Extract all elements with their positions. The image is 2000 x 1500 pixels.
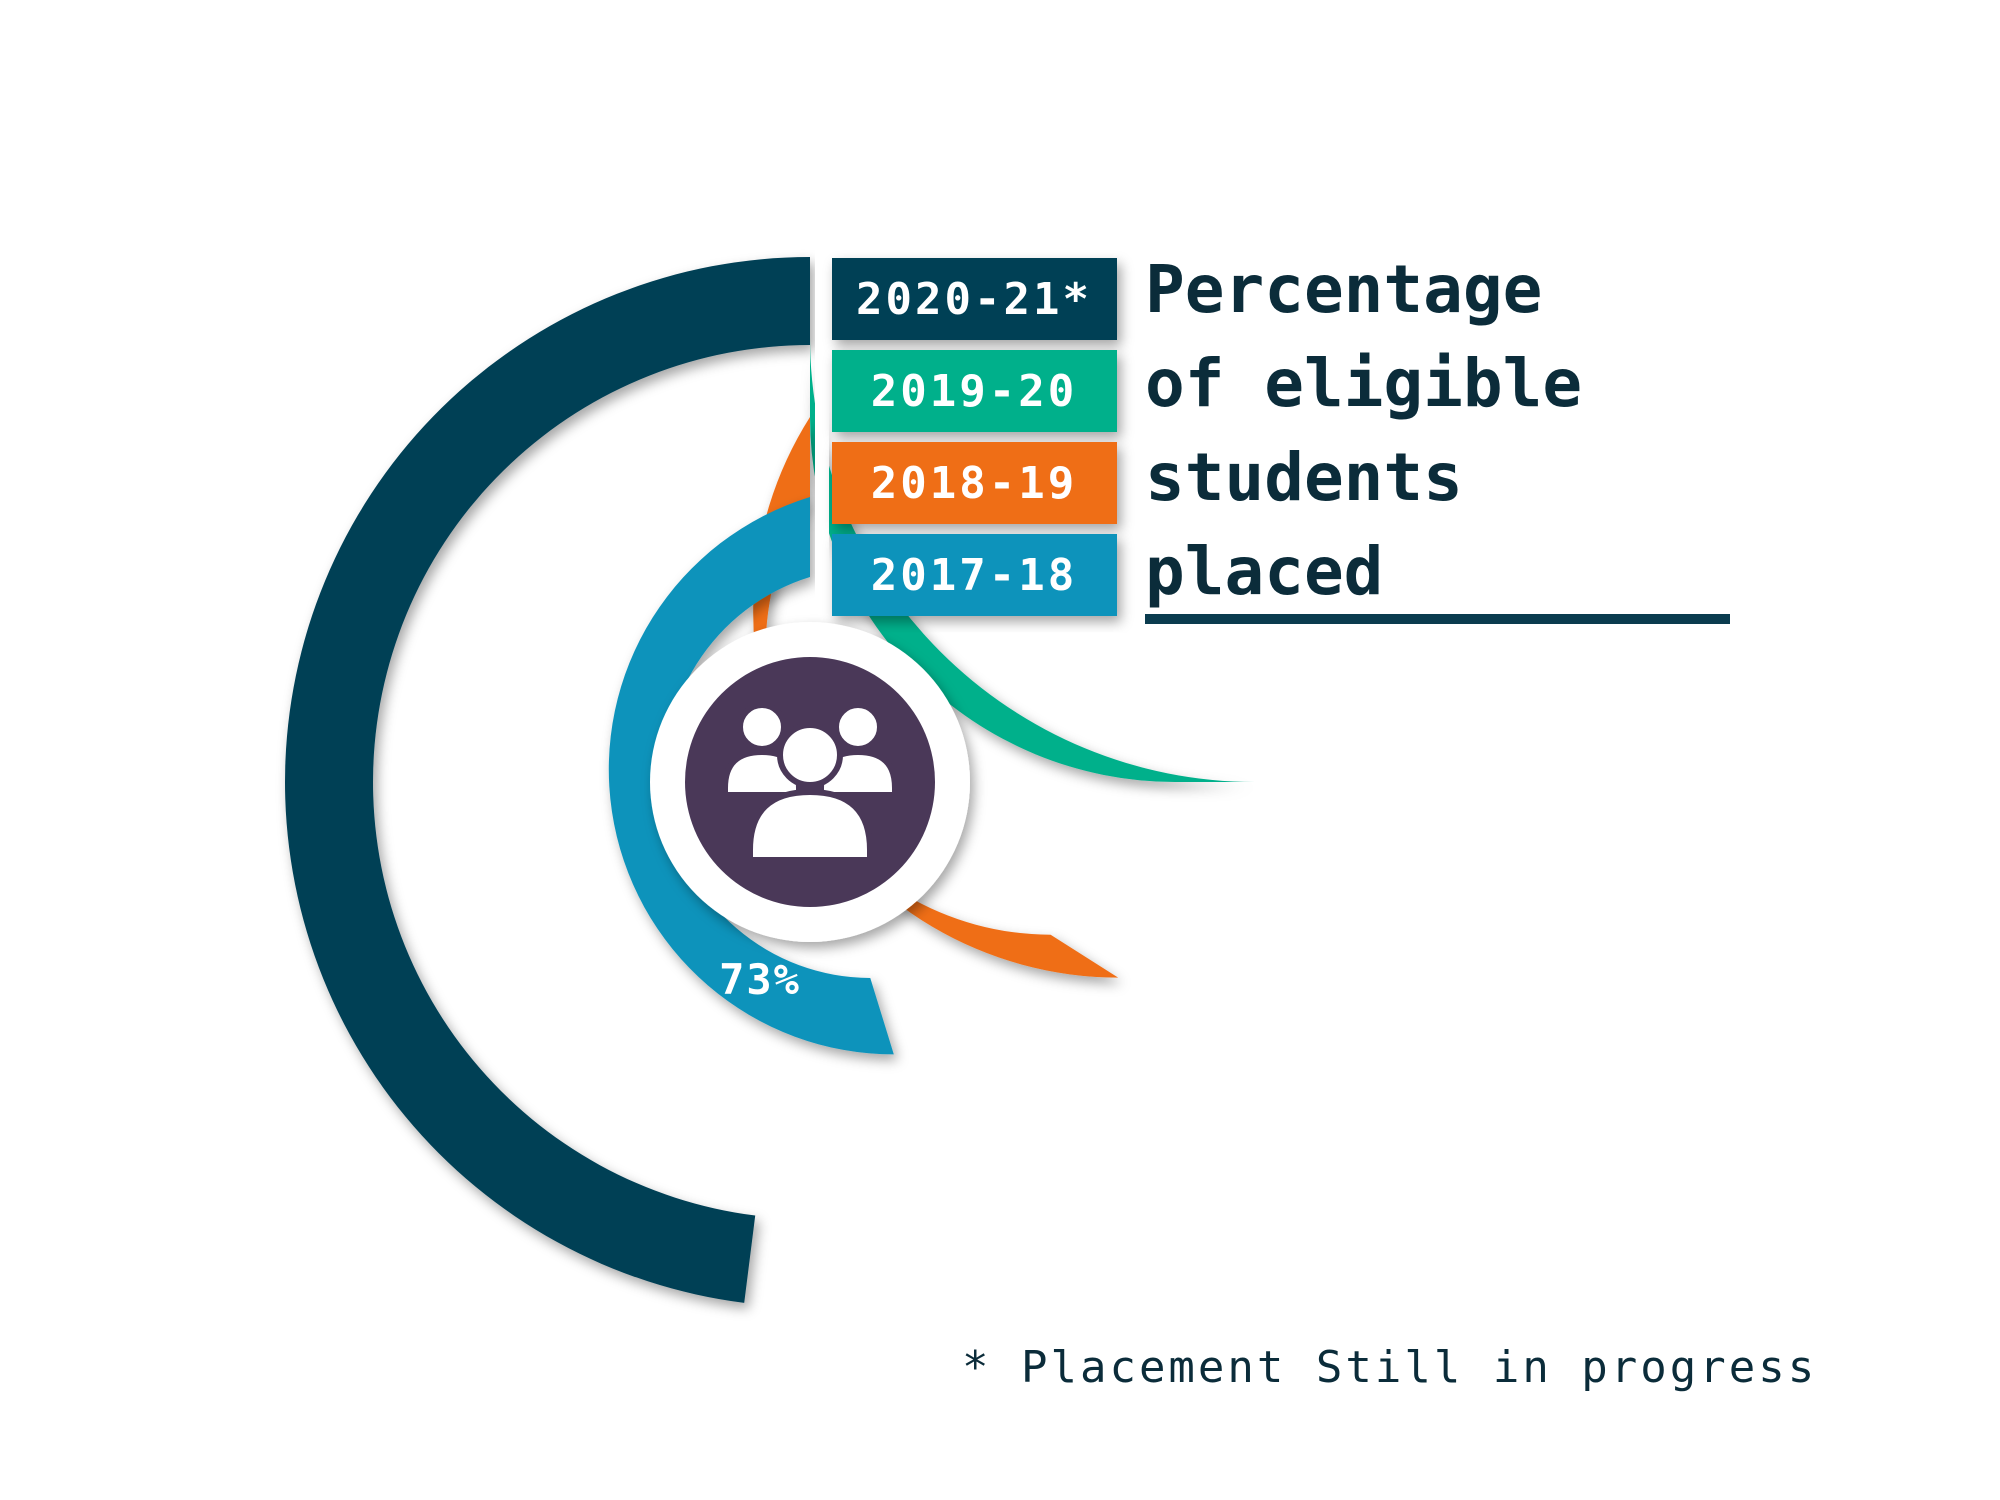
data-label-2019-20: 100% xyxy=(1050,991,1159,1040)
ring-bar-2017-18 xyxy=(608,497,894,1055)
chart-legend: 2020-21* 2019-20 2018-19 2017-18 xyxy=(815,240,1117,616)
data-label-2020-21: 64% xyxy=(1204,871,1286,920)
title-line-3: students xyxy=(1145,439,1463,516)
title-line-2: of eligible xyxy=(1145,345,1582,422)
footnote: * Placement Still in progress xyxy=(962,1342,1817,1393)
legend-label-2017-18: 2017-18 xyxy=(871,550,1077,601)
legend-swatch-2017-18 xyxy=(832,534,1117,616)
legend-label-2019-20: 2019-20 xyxy=(871,366,1077,417)
legend-swatch-2018-19 xyxy=(832,442,1117,524)
legend-divider xyxy=(815,240,829,615)
center-badge xyxy=(650,622,970,942)
data-label-2018-19: 88% xyxy=(879,1019,961,1068)
title-line-4: placed xyxy=(1145,533,1383,610)
legend-swatch-2019-20 xyxy=(832,350,1117,432)
ring-bar-2020-21 xyxy=(284,257,811,1303)
data-label-2017-18: 73% xyxy=(719,955,801,1004)
ring-bar-2018-19 xyxy=(753,417,1119,978)
title-line-1: Percentage xyxy=(1145,251,1542,328)
people-group-icon xyxy=(722,702,898,863)
legend-swatch-2020-21 xyxy=(832,258,1117,340)
chart-title: Percentage of eligible students placed xyxy=(1145,251,1730,624)
title-underline xyxy=(1145,614,1730,624)
legend-label-2018-19: 2018-19 xyxy=(871,458,1077,509)
legend-label-2020-21: 2020-21* xyxy=(856,274,1092,325)
